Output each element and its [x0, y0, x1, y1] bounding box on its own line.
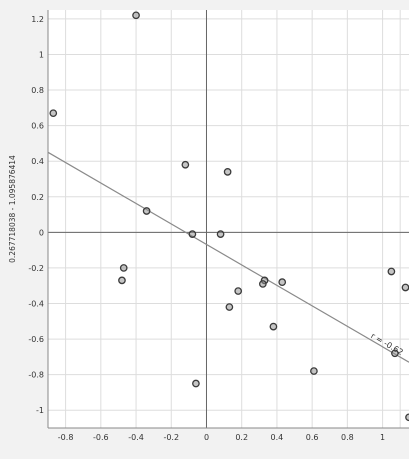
y-tick-label: 0.4	[31, 157, 44, 166]
y-tick-label: -0.8	[28, 371, 44, 380]
data-point	[119, 264, 128, 272]
data-point	[258, 280, 267, 288]
data-point	[142, 207, 151, 215]
x-tick-label: 0.6	[306, 433, 319, 442]
y-tick-label: 0	[39, 228, 44, 237]
y-tick-label: -0.4	[28, 299, 44, 308]
y-tick-label: 1	[39, 50, 44, 59]
data-point	[387, 267, 396, 276]
data-point	[234, 287, 243, 295]
x-tick-label: 0	[204, 433, 209, 442]
data-point	[278, 278, 287, 286]
x-tick-labels: -0.8 -0.6 -0.4 -0.2 0 0.2 0.4 0.6 0.8 1	[58, 433, 385, 442]
y-tick-label: -0.6	[28, 335, 44, 344]
y-tick-label: -1	[36, 406, 44, 415]
y-tick-label: 0.6	[31, 122, 44, 131]
x-tick-label: -0.2	[163, 433, 179, 442]
x-tick-label: -0.6	[93, 433, 109, 442]
data-point	[216, 230, 225, 238]
data-point	[391, 349, 399, 358]
data-point	[401, 283, 409, 292]
y-tick-label: 0.2	[31, 193, 44, 202]
data-point	[269, 322, 278, 331]
trendline	[47, 151, 409, 363]
y-axis-label: 0.267718038 - 1.095876414	[8, 155, 17, 263]
data-point	[192, 379, 200, 388]
data-point	[132, 11, 140, 20]
x-tick-label: -0.8	[58, 433, 74, 442]
y-tick-label: 0.8	[31, 86, 44, 95]
data-points	[49, 11, 409, 422]
data-point	[181, 160, 190, 169]
trendline-group	[47, 151, 409, 363]
plot-background	[48, 10, 409, 428]
data-point	[188, 230, 197, 238]
y-tick-label: -0.2	[28, 264, 44, 273]
data-point	[118, 276, 126, 285]
x-tick-label: -0.4	[128, 433, 144, 442]
x-tick-label: 0.2	[235, 433, 248, 442]
y-tick-label: 1.2	[31, 15, 44, 24]
x-tick-label: 1	[380, 433, 385, 442]
y-tick-labels: 1.2 1 0.8 0.6 0.4 0.2 0 -0.2 -0.4 -0.6 -0.8 -1	[28, 15, 44, 415]
x-tick-label: 0.4	[271, 433, 284, 442]
data-point	[223, 168, 232, 176]
data-point	[225, 303, 234, 311]
data-point	[49, 109, 58, 118]
x-tick-label: 0.8	[341, 433, 354, 442]
data-point	[310, 367, 318, 375]
axes	[47, 10, 409, 429]
